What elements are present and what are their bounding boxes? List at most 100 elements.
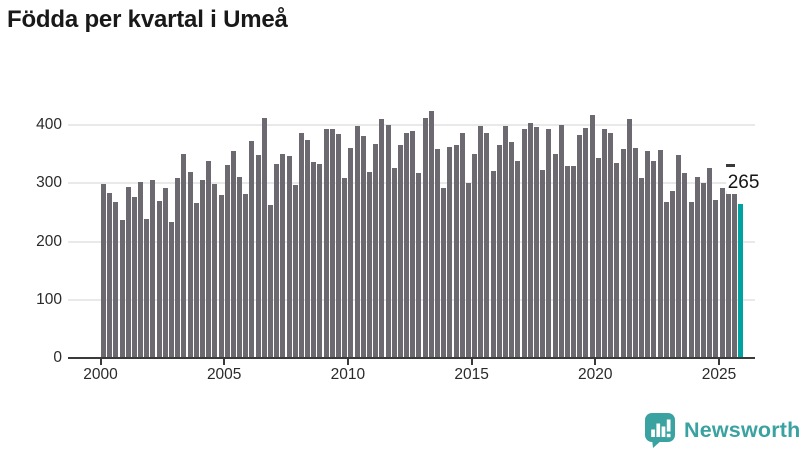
bar-2003-Q1: [175, 178, 181, 358]
bar-2002-Q4: [169, 221, 175, 358]
bar-2020-Q3: [608, 132, 614, 358]
bar-2025-Q3: [731, 191, 737, 358]
bar-2004-Q4: [218, 195, 224, 358]
bar-2012-Q1: [397, 145, 403, 358]
bar-2000-Q1: [101, 183, 106, 358]
bar-2015-Q3: [484, 132, 490, 358]
x-tick-2020: [594, 359, 597, 365]
bar-2011-Q1: [373, 144, 379, 358]
bar-2009-Q4: [342, 178, 348, 358]
bar-2013-Q3: [434, 149, 440, 358]
bar-2024-Q2: [700, 183, 706, 358]
bar-2018-Q1: [546, 129, 552, 358]
bar-2018-Q3: [558, 125, 564, 358]
x-tick-label: 2010: [330, 366, 366, 383]
bar-2006-Q4: [268, 205, 273, 358]
bar-2006-Q2: [255, 154, 261, 358]
bar-2005-Q3: [237, 176, 243, 358]
y-tick-label: 0: [53, 349, 62, 366]
bar-2000-Q4: [119, 219, 125, 358]
bar-2023-Q1: [670, 190, 676, 358]
bar-2022-Q2: [651, 160, 657, 358]
y-tick-label: 400: [36, 116, 62, 133]
bar-2024-Q1: [694, 176, 700, 358]
bar-2022-Q1: [645, 151, 651, 358]
bar-2005-Q2: [230, 151, 236, 358]
bar-2022-Q3: [657, 150, 663, 358]
bar-2018-Q4: [564, 165, 570, 358]
x-tick-2000: [99, 359, 102, 365]
branding: Newsworthy: [644, 411, 800, 449]
bar-2010-Q2: [354, 126, 360, 358]
x-tick-label: 2000: [83, 366, 118, 383]
bar-2012-Q3: [410, 131, 416, 358]
bar-2002-Q3: [162, 188, 168, 358]
x-tick-label: 2020: [578, 366, 613, 383]
newsworthy-logo-icon: [645, 413, 675, 448]
y-tick-label: 300: [36, 174, 62, 192]
bar-2003-Q2: [181, 153, 187, 358]
bar-2017-Q4: [540, 169, 546, 358]
bar-2016-Q3: [509, 142, 515, 358]
bar-2004-Q1: [199, 179, 205, 358]
bar-2003-Q4: [193, 203, 199, 358]
bar-2009-Q3: [336, 134, 342, 358]
bar-2007-Q3: [286, 156, 292, 358]
y-tick-label: 100: [36, 290, 62, 308]
x-tick-label: 2025: [701, 366, 737, 383]
bar-2009-Q2: [329, 129, 335, 358]
bar-2002-Q2: [156, 201, 162, 358]
bar-2014-Q2: [453, 144, 459, 358]
bar-2012-Q2: [404, 133, 410, 358]
bar-2007-Q4: [292, 185, 298, 358]
bar-2002-Q1: [150, 179, 156, 358]
bar-2008-Q2: [305, 139, 311, 358]
bar-2011-Q2: [379, 119, 385, 358]
bar-2023-Q4: [688, 202, 694, 358]
bar-2020-Q4: [614, 163, 620, 358]
bar-2007-Q2: [280, 153, 286, 358]
chart-title: Födda per kvartal i Umeå: [7, 6, 288, 33]
bar-2011-Q4: [391, 168, 397, 358]
x-tick-label: 2005: [206, 366, 242, 383]
gridline-400: [68, 124, 755, 126]
bar-2007-Q1: [274, 164, 280, 358]
bar-2009-Q1: [323, 128, 329, 358]
y-tick-label: 200: [36, 232, 62, 250]
bar-2004-Q3: [212, 184, 218, 358]
bar-2005-Q4: [243, 193, 249, 358]
bar-2019-Q2: [577, 134, 583, 358]
bar-2016-Q2: [503, 125, 509, 358]
bar-2023-Q2: [676, 154, 682, 358]
x-tick-2015: [470, 359, 473, 365]
x-axis-line: [68, 357, 755, 359]
bar-2015-Q1: [472, 153, 478, 358]
bar-2001-Q2: [131, 197, 137, 358]
bar-2018-Q2: [552, 154, 558, 358]
bar-2025-Q2: [725, 191, 731, 358]
bar-2017-Q3: [533, 127, 539, 358]
bar-2001-Q4: [144, 218, 150, 358]
bar-2000-Q3: [113, 202, 119, 358]
bar-2010-Q1: [348, 148, 354, 358]
bar-2019-Q4: [589, 115, 595, 358]
bar-2021-Q2: [626, 119, 632, 358]
bar-2014-Q4: [465, 182, 471, 358]
bar-2025-Q1: [719, 188, 725, 358]
bar-2017-Q2: [527, 123, 533, 358]
bar-2014-Q3: [459, 132, 465, 358]
bar-2017-Q1: [521, 128, 527, 358]
bar-2021-Q4: [639, 178, 645, 358]
bar-2013-Q1: [422, 118, 428, 358]
bar-2003-Q3: [187, 171, 193, 358]
x-tick-label: 2015: [454, 366, 489, 383]
bar-2019-Q3: [583, 127, 589, 358]
bar-2020-Q1: [595, 157, 601, 358]
bar-2010-Q3: [360, 136, 366, 358]
bar-2012-Q4: [416, 173, 422, 358]
bar-2013-Q2: [428, 111, 434, 358]
bar-2008-Q4: [317, 164, 323, 358]
bar-2006-Q3: [261, 118, 267, 358]
bar-2014-Q1: [447, 147, 453, 358]
bar-2001-Q3: [138, 182, 144, 358]
